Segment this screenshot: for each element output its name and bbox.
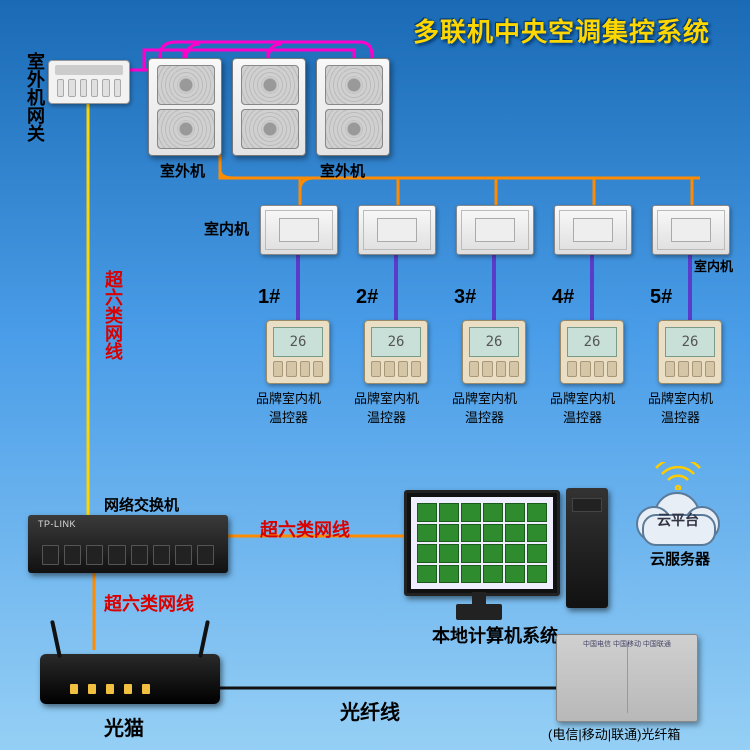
modem-label: 光猫 (104, 712, 144, 741)
cable-label-cat6: 超六类网线 (104, 590, 194, 616)
unit-id: 2# (356, 286, 378, 309)
wifi-icon (648, 462, 708, 490)
thermostat: 26 (462, 320, 526, 384)
indoor-cassette (652, 205, 730, 255)
thermostat: 26 (364, 320, 428, 384)
optical-modem (40, 654, 220, 704)
thermo-label: 品牌室内机温控器 (256, 388, 321, 426)
monitor (404, 490, 560, 596)
thermostat: 26 (266, 320, 330, 384)
indoor-cassette (456, 205, 534, 255)
cable-label-cat6: 超六类网线 (100, 270, 126, 360)
thermo-label: 品牌室内机温控器 (354, 388, 419, 426)
outdoor-unit (316, 58, 390, 156)
network-switch: TP-LINK (28, 515, 228, 573)
indoor-label: 室内机 (204, 218, 249, 239)
outdoor-gateway-device (48, 60, 130, 104)
outdoor-label: 室外机 (320, 160, 365, 181)
unit-id: 3# (454, 286, 476, 309)
switch-label: 网络交换机 (104, 494, 179, 515)
fiber-box-label: (电信|移动|联通)光纤箱 (548, 724, 680, 743)
gateway-label: 室外机网关 (22, 52, 48, 142)
cloud-server-label: 云服务器 (650, 548, 710, 569)
thermostat: 26 (658, 320, 722, 384)
pc-tower (566, 488, 608, 608)
cable-label-cat6: 超六类网线 (260, 516, 350, 542)
indoor-cassette (554, 205, 632, 255)
fiber-box: 中国电信 中国移动 中国联通 (556, 634, 698, 722)
diagram-title: 多联机中央空调集控系统 (413, 12, 710, 49)
pc-label: 本地计算机系统 (432, 622, 558, 648)
indoor-cassette (358, 205, 436, 255)
cloud-icon: 云平台 (634, 492, 722, 542)
unit-id: 1# (258, 286, 280, 309)
fiber-line-label: 光纤线 (340, 696, 400, 725)
thermostat: 26 (560, 320, 624, 384)
outdoor-unit (232, 58, 306, 156)
indoor-cassette (260, 205, 338, 255)
monitor-stand (456, 604, 502, 620)
thermo-label: 品牌室内机温控器 (550, 388, 615, 426)
outdoor-label: 室外机 (160, 160, 205, 181)
indoor-label: 室内机 (694, 256, 733, 275)
unit-id: 4# (552, 286, 574, 309)
thermo-label: 品牌室内机温控器 (648, 388, 713, 426)
outdoor-unit (148, 58, 222, 156)
thermo-label: 品牌室内机温控器 (452, 388, 517, 426)
unit-id: 5# (650, 286, 672, 309)
